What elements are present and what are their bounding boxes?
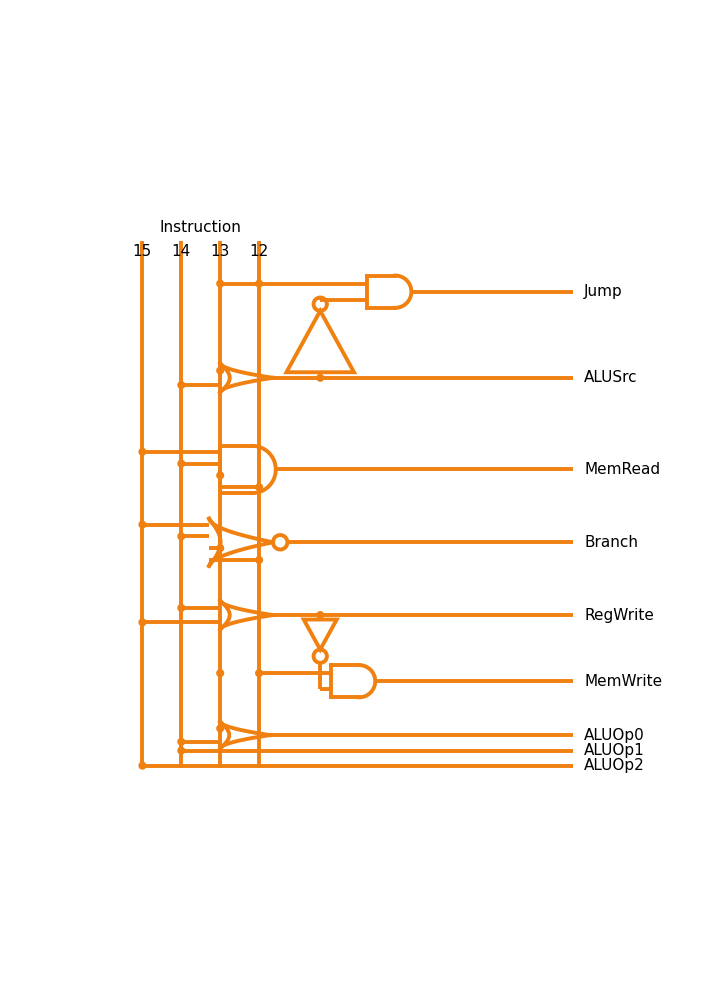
Text: 14: 14 [171,244,191,260]
Circle shape [139,763,146,769]
Circle shape [139,449,146,455]
Circle shape [178,747,185,754]
Text: ALUSrc: ALUSrc [584,370,638,385]
Circle shape [217,368,224,373]
Circle shape [139,522,146,528]
Circle shape [256,484,262,490]
Circle shape [317,612,323,618]
Circle shape [178,738,185,745]
Circle shape [178,460,185,467]
Text: Instruction: Instruction [160,220,242,235]
Circle shape [217,725,224,732]
Circle shape [217,544,224,551]
Text: 12: 12 [250,244,269,260]
Circle shape [256,281,262,287]
Text: MemWrite: MemWrite [584,674,663,689]
Circle shape [256,556,262,563]
Circle shape [178,381,185,388]
Text: 15: 15 [133,244,152,260]
Text: Jump: Jump [584,285,623,299]
Text: Branch: Branch [584,535,638,549]
Circle shape [217,472,224,479]
Text: ALUOp1: ALUOp1 [584,743,645,758]
Text: ALUOp2: ALUOp2 [584,758,645,774]
Text: RegWrite: RegWrite [584,608,654,622]
Circle shape [317,374,323,381]
Circle shape [178,534,185,539]
Circle shape [256,670,262,677]
Circle shape [217,670,224,677]
Circle shape [139,618,146,625]
Text: MemRead: MemRead [584,462,660,477]
Text: 13: 13 [211,244,230,260]
Circle shape [178,605,185,612]
Circle shape [217,281,224,287]
Text: ALUOp0: ALUOp0 [584,727,645,743]
